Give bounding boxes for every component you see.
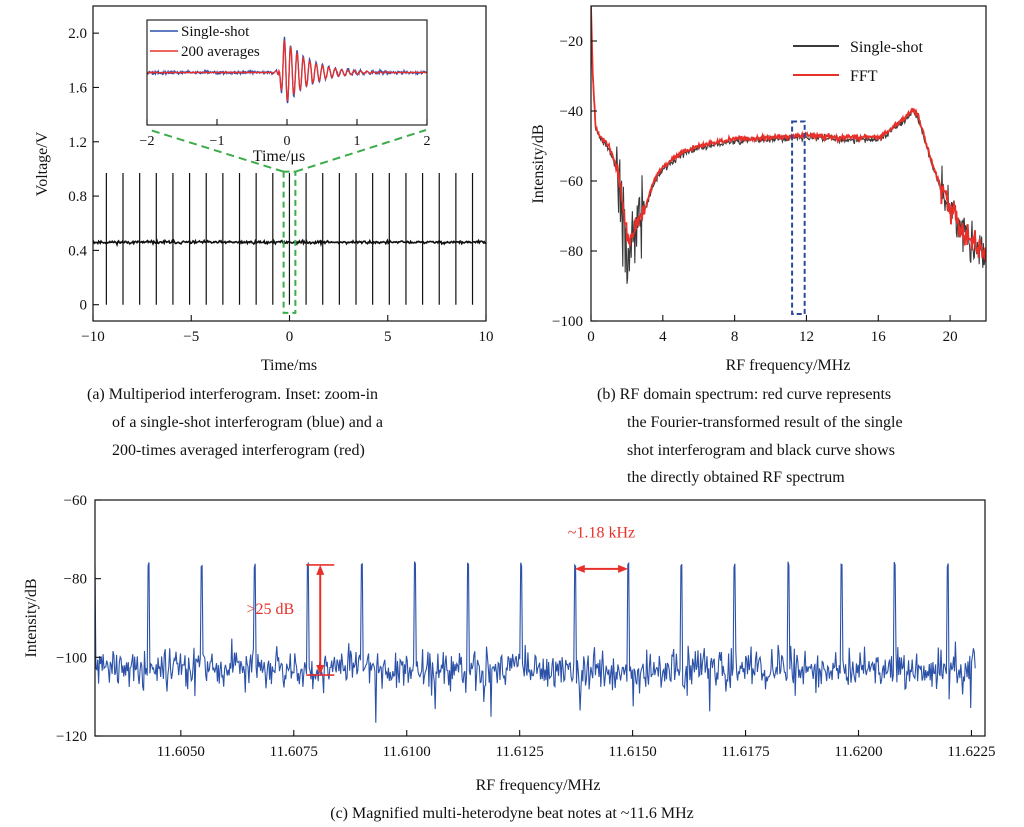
inset-series-200-averages xyxy=(147,40,427,102)
panel-b-frame xyxy=(590,5,987,322)
inset-xtick-label: −1 xyxy=(210,134,225,149)
panel-c-plot-area xyxy=(95,561,976,723)
panel-c-xtick-label: 11.6150 xyxy=(609,744,657,760)
panel-b-xtick-label: 4 xyxy=(659,329,667,345)
panel-b-ytick-label: −60 xyxy=(560,174,583,190)
spacing-label: ~1.18 kHz xyxy=(568,524,635,541)
panel-a-ytick-label: 0.8 xyxy=(68,189,87,205)
panel-c-frame xyxy=(94,499,986,737)
panel-a-ylabel: Voltage/V xyxy=(34,131,51,196)
panel-b-plot-area xyxy=(591,6,986,284)
inset-xtick-label: 0 xyxy=(284,134,291,149)
panel-b-ylabel: Intensity/dB xyxy=(530,124,547,203)
panel-b-xtick-label: 16 xyxy=(871,329,887,345)
panel-b-caption-line-2: the Fourier-transformed result of the si… xyxy=(627,414,903,431)
panel-b-ytick-label: −20 xyxy=(560,34,583,50)
panel-b-ytick-label: −40 xyxy=(560,104,583,120)
panel-a-inset-legend: Single-shot 200 averages xyxy=(150,24,260,60)
panel-a-inset: −2 −1 0 1 2 Time/μs Single-shot 200 averages xyxy=(140,19,431,165)
panel-b-legend-label-single-shot: Single-shot xyxy=(850,39,923,56)
inset-xtick-label: −2 xyxy=(140,134,155,149)
panel-b: 0 4 8 12 16 20 −100 −80 −60 −40 −20 RF frequency/M… xyxy=(530,5,987,486)
panel-b-xtick-label: 20 xyxy=(943,329,958,345)
panel-b-ytick-label: −100 xyxy=(552,314,583,330)
panel-b-ytick-label: −80 xyxy=(560,244,583,260)
panel-c-x-axis: 11.6050 11.6075 11.6100 11.6125 11.6150 11.61… xyxy=(56,493,996,760)
panel-c-ytick-label: −80 xyxy=(64,572,87,588)
inset-legend-label-200-averages: 200 averages xyxy=(181,44,260,60)
snr-label: >25 dB xyxy=(247,601,295,618)
panel-a-ytick-label: 1.6 xyxy=(68,80,87,96)
spacing-annotation: ~1.18 kHz xyxy=(568,524,635,573)
panel-b-caption-line-3: shot interferogram and black curve shows xyxy=(627,442,895,459)
panel-a-pulses xyxy=(105,173,474,305)
panel-a-caption-line-3: 200-times averaged interferogram (red) xyxy=(112,442,365,459)
snr-arrow-head-top xyxy=(316,564,325,575)
panel-c-ytick-label: −120 xyxy=(56,729,87,745)
panel-c-caption: (c) Magnified multi-heterodyne beat note… xyxy=(330,805,694,822)
panel-b-xlabel: RF frequency/MHz xyxy=(726,357,851,374)
panel-c-xtick-label: 11.6100 xyxy=(383,744,431,760)
panel-b-zoom-box xyxy=(791,120,806,315)
panel-c-xtick-label: 11.6225 xyxy=(947,744,995,760)
panel-a-inset-x-axis: −2 −1 0 1 2 xyxy=(140,119,431,149)
panel-a-xtick-label: 5 xyxy=(384,329,392,345)
panel-c-xtick-label: 11.6050 xyxy=(157,744,205,760)
panel-a-x-axis: −10 −5 0 5 10 xyxy=(81,315,494,345)
inset-xtick-label: 1 xyxy=(354,134,361,149)
panel-a-inset-xlabel: Time/μs xyxy=(253,148,305,165)
snr-annotation: >25 dB xyxy=(247,564,335,676)
panel-b-caption-line-4: the directly obtained RF spectrum xyxy=(627,469,845,486)
panel-c-series-beat-notes xyxy=(95,561,976,723)
panel-a-xtick-label: −5 xyxy=(183,329,199,345)
panel-a-zoom-line-right xyxy=(295,129,427,173)
panel-b-legend-label-fft: FFT xyxy=(850,68,878,85)
panel-c-xtick-label: 11.6075 xyxy=(270,744,318,760)
snr-arrow-head-bottom xyxy=(316,665,325,676)
panel-c-annotations: ~1.18 kHz >25 dB xyxy=(247,524,635,676)
panel-c-xtick-label: 11.6200 xyxy=(834,744,882,760)
panel-a-xtick-label: 0 xyxy=(286,329,294,345)
panel-b-xtick-label: 12 xyxy=(799,329,814,345)
panel-c-ylabel: Intensity/dB xyxy=(23,578,40,657)
panel-a-ytick-label: 0 xyxy=(80,298,88,314)
panel-c-xtick-label: 11.6125 xyxy=(496,744,544,760)
panel-b-series-fft xyxy=(591,6,986,263)
panel-a-y-axis: 0 0.4 0.8 1.2 1.6 2.0 xyxy=(68,26,99,314)
inset-xtick-label: 2 xyxy=(424,134,431,149)
panel-a-caption-line-2: of a single-shot interferogram (blue) an… xyxy=(112,414,383,431)
panel-b-caption: (b) RF domain spectrum: red curve repres… xyxy=(597,386,903,486)
panel-a-zoom-line-left xyxy=(149,129,284,173)
panel-a-caption: (a) Multiperiod interferogram. Inset: zo… xyxy=(87,386,383,459)
panel-a-ytick-label: 0.4 xyxy=(68,243,87,259)
panel-a-ytick-label: 2.0 xyxy=(68,26,87,42)
panel-c-xtick-label: 11.6175 xyxy=(721,744,769,760)
panel-b-legend: Single-shot FFT xyxy=(793,39,923,85)
panel-c-ytick-label: −100 xyxy=(56,650,87,666)
panel-a-xtick-label: −10 xyxy=(81,329,104,345)
panel-c-ytick-label: −60 xyxy=(64,493,87,509)
spacing-arrow-head-right xyxy=(618,564,629,573)
panel-c-xlabel: RF frequency/MHz xyxy=(476,777,601,794)
panel-b-xtick-label: 0 xyxy=(587,329,595,345)
panel-a-caption-line-1: (a) Multiperiod interferogram. Inset: zo… xyxy=(87,386,378,403)
panel-a: −10 −5 0 5 10 00.40.81.21.62.0 Time/ms Volta… xyxy=(34,5,494,459)
panel-b-x-axis: 0 4 8 12 16 20 −100 −80 −60 −40 −20 xyxy=(552,34,958,345)
panel-b-xtick-label: 8 xyxy=(731,329,739,345)
panel-c: 11.6050 11.6075 11.6100 11.6125 11.6150 11.61… xyxy=(23,493,996,822)
spacing-arrow-head-left xyxy=(574,564,585,573)
panel-a-zoom-box xyxy=(282,170,297,314)
panel-a-plot-area xyxy=(93,173,486,305)
inset-legend-label-single-shot: Single-shot xyxy=(181,24,250,40)
panel-a-ytick-label: 1.2 xyxy=(68,135,87,151)
panel-a-xlabel: Time/ms xyxy=(261,357,317,374)
panel-a-xtick-label: 10 xyxy=(479,329,494,345)
panel-b-caption-line-1: (b) RF domain spectrum: red curve repres… xyxy=(597,386,891,403)
